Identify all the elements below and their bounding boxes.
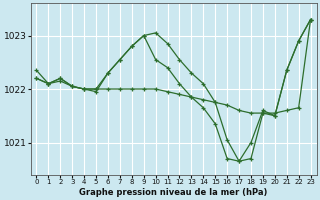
X-axis label: Graphe pression niveau de la mer (hPa): Graphe pression niveau de la mer (hPa) xyxy=(79,188,268,197)
